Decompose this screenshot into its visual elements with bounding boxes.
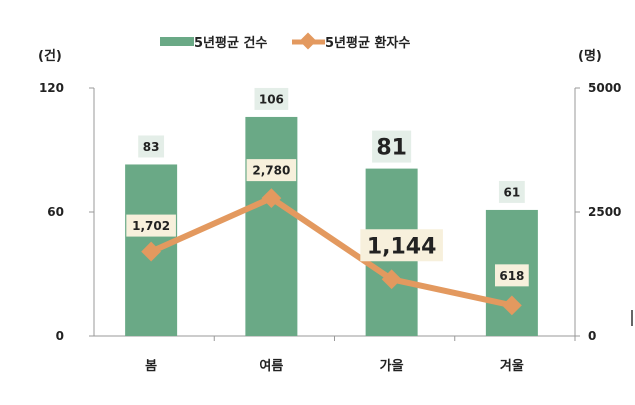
left-tick-label: 0 — [56, 329, 64, 343]
right-tick-label: 5000 — [588, 81, 621, 95]
x-tick-label: 봄 — [145, 359, 157, 374]
x-tick-label: 겨울 — [500, 358, 524, 374]
right-tick-label: 0 — [588, 329, 596, 343]
line-data-label-bg — [126, 214, 176, 237]
bar-data-label: 61 — [504, 185, 521, 199]
bar — [245, 116, 298, 336]
legend-line-marker — [299, 32, 317, 50]
line-data-label: 1,702 — [132, 219, 170, 233]
bar-data-label-bg — [138, 135, 165, 158]
bar-data-label-bg — [372, 130, 412, 163]
bar-data-label-bg — [254, 87, 289, 110]
line-data-label: 2,780 — [252, 164, 290, 178]
line-data-label: 1,144 — [367, 234, 437, 259]
bar-data-label: 81 — [376, 136, 407, 161]
line-data-label-bg — [360, 229, 443, 262]
x-tick-label: 여름 — [259, 358, 283, 374]
line-data-label: 618 — [499, 269, 524, 283]
left-tick-label: 120 — [39, 81, 64, 95]
legend-bar-label: 5년평균 건수 — [194, 35, 267, 51]
right-axis-unit: (명) — [578, 48, 602, 64]
line-data-label-bg — [246, 159, 297, 182]
right-tick-label: 2500 — [588, 205, 621, 219]
line-point — [501, 295, 522, 316]
bar-data-label: 83 — [143, 140, 160, 154]
legend: 5년평균 건수 5년평균 환자수 — [160, 32, 410, 51]
x-tick-label: 가을 — [380, 358, 404, 374]
line-point — [261, 188, 282, 209]
line-series — [149, 195, 513, 309]
left-tick-label: 60 — [47, 205, 64, 219]
left-axis-unit: (건) — [38, 48, 62, 64]
bar-data-label: 106 — [259, 92, 284, 106]
bar-data-label-bg — [498, 180, 525, 203]
line-point — [141, 241, 162, 262]
legend-bar-swatch — [160, 37, 194, 46]
line-point — [381, 269, 402, 290]
legend-line-label: 5년평균 환자수 — [325, 35, 410, 51]
line-data-label-bg — [494, 264, 529, 287]
